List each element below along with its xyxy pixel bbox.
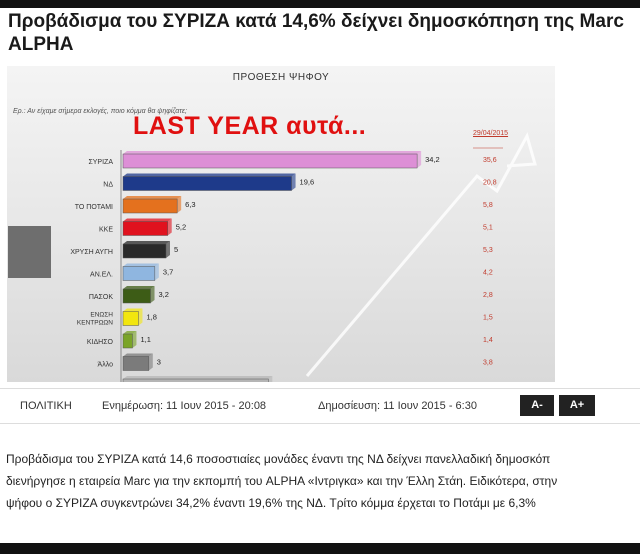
value-label: 16,9	[276, 380, 291, 382]
body-line-3: ψήφου ο ΣΥΡΙΖΑ συγκεντρώνει 34,2% έναντι…	[6, 496, 536, 510]
font-increase-button[interactable]: A+	[559, 395, 595, 416]
published-timestamp: Δημοσίευση: 11 Ιουν 2015 - 6:30	[318, 400, 477, 412]
last-year-overlay-text: LAST YEAR αυτά...	[133, 112, 367, 140]
bar-top	[123, 353, 153, 357]
comparison-value-label: 5,8	[483, 202, 493, 209]
article-meta-bar: ΠΟΛΙΤΙΚΗ Ενημέρωση: 11 Ιουν 2015 - 20:08…	[0, 388, 640, 424]
comparison-value-label: 35,6	[483, 157, 497, 164]
chart-title: ΠΡΟΘΕΣΗ ΨΗΦΟΥ	[232, 72, 330, 83]
bar	[122, 378, 269, 382]
bar-side	[150, 286, 155, 303]
bar-side	[177, 196, 182, 213]
bar	[122, 176, 292, 191]
article-body: Προβάδισμα του ΣΥΡΙΖΑ κατά 14,6 ποσοστια…	[6, 448, 640, 514]
poll-chart-image: ΣΥΡΙΖΑ 34,2 35,6 ΝΔ 19,6 20,8 ΤΟ ΠΟΤΑΜΙ 6,3 5,8 Κ…	[7, 66, 555, 382]
category-label: ΠΑΣΟΚ	[89, 294, 113, 301]
body-line-1: Προβάδισμα του ΣΥΡΙΖΑ κατά 14,6 ποσοστια…	[6, 452, 551, 466]
comparison-value-label: 2,8	[483, 292, 493, 299]
value-label: 3,2	[159, 290, 169, 299]
category-label: ΚΙΔΗΣΟ	[87, 339, 114, 346]
comparison-value-label: 1,5	[483, 315, 493, 322]
comparison-value-label: 1,4	[483, 337, 493, 344]
bar-top	[123, 241, 170, 244]
bar	[122, 221, 168, 236]
bar-side	[148, 353, 153, 371]
top-dark-border	[0, 0, 640, 8]
bar-side	[268, 376, 273, 382]
headline-line-1: Προβάδισμα του ΣΥΡΙΖΑ κατά 14,6% δείχνει…	[8, 11, 624, 32]
category-label: ΕΝΩΣΗ	[90, 312, 113, 319]
bar-side	[417, 151, 422, 168]
category-label: ΚΕΝΤΡΩΩΝ	[77, 320, 113, 327]
bar	[122, 153, 418, 169]
value-label: 5,2	[176, 223, 186, 232]
bar-top	[123, 263, 159, 267]
headline-line-2: ALPHA	[8, 34, 74, 55]
updated-timestamp: Ενημέρωση: 11 Ιουν 2015 - 20:08	[102, 400, 267, 412]
bar	[122, 288, 151, 304]
bar	[122, 266, 156, 281]
bar-top	[123, 286, 155, 289]
value-label: 1,8	[146, 313, 156, 322]
bar	[122, 243, 167, 259]
comparison-value-label: 4,2	[483, 270, 493, 277]
bar-side	[291, 173, 296, 191]
category-label: ΤΟ ΠΟΤΑΜΙ	[75, 204, 113, 211]
bar-side	[167, 218, 172, 236]
bar-side	[132, 331, 137, 348]
bar-top	[123, 151, 422, 154]
bar	[122, 356, 150, 371]
bar-top	[123, 196, 182, 199]
category-label: ΚΚΕ	[99, 227, 113, 234]
category-label: ΝΔ	[103, 182, 113, 189]
category-label: Άλλο	[98, 362, 114, 369]
comparison-value-label: 3,8	[483, 360, 493, 367]
bar	[122, 333, 133, 349]
bar	[122, 198, 178, 214]
bar-top	[123, 376, 273, 379]
bar-top	[123, 308, 143, 312]
bar-top	[123, 331, 137, 334]
bar-side	[166, 241, 170, 258]
article-headline[interactable]: Προβάδισμα του ΣΥΡΙΖΑ κατά 14,6% δείχνει…	[8, 10, 640, 56]
category-label: ΑΝ.ΕΛ.	[90, 272, 113, 279]
category-link[interactable]: ΠΟΛΙΤΙΚΗ	[20, 400, 72, 412]
bar-top	[123, 218, 172, 222]
value-label: 3	[157, 358, 161, 367]
grey-side-block	[8, 226, 51, 278]
font-decrease-button[interactable]: A-	[520, 395, 554, 416]
value-label: 34,2	[425, 155, 440, 164]
value-label: 5	[174, 245, 178, 254]
value-label: 3,7	[163, 268, 173, 277]
value-label: 19,6	[300, 178, 315, 187]
body-line-2: διενήργησε η εταιρεία Marc για την εκπομ…	[6, 474, 558, 488]
comparison-value-label: 5,1	[483, 225, 493, 232]
category-label: ΧΡΥΣΗ ΑΥΓΗ	[70, 249, 113, 256]
bar	[122, 311, 139, 326]
comparison-date-label: 29/04/2015	[473, 130, 509, 137]
chart-question-note: Ερ.: Αν είχαμε σήμερα εκλογές, ποιο κόμμ…	[13, 108, 187, 115]
comparison-value-label: 20,8	[483, 180, 497, 187]
bar-side	[138, 308, 143, 326]
bar-top	[123, 173, 296, 177]
bottom-dark-border	[0, 543, 640, 554]
comparison-value-label: 5,3	[483, 247, 493, 254]
article-page: Προβάδισμα του ΣΥΡΙΖΑ κατά 14,6% δείχνει…	[0, 8, 640, 543]
category-label: ΣΥΡΙΖΑ	[88, 159, 113, 166]
value-label: 1,1	[140, 335, 150, 344]
background-arrow	[305, 132, 537, 377]
poll-bar-chart: ΣΥΡΙΖΑ 34,2 35,6ΝΔ 19,6 20,8ΤΟ ΠΟΤΑΜΙ 6,3 5,8Κ…	[70, 132, 537, 382]
value-label: 6,3	[185, 200, 195, 209]
bar-side	[154, 263, 159, 281]
